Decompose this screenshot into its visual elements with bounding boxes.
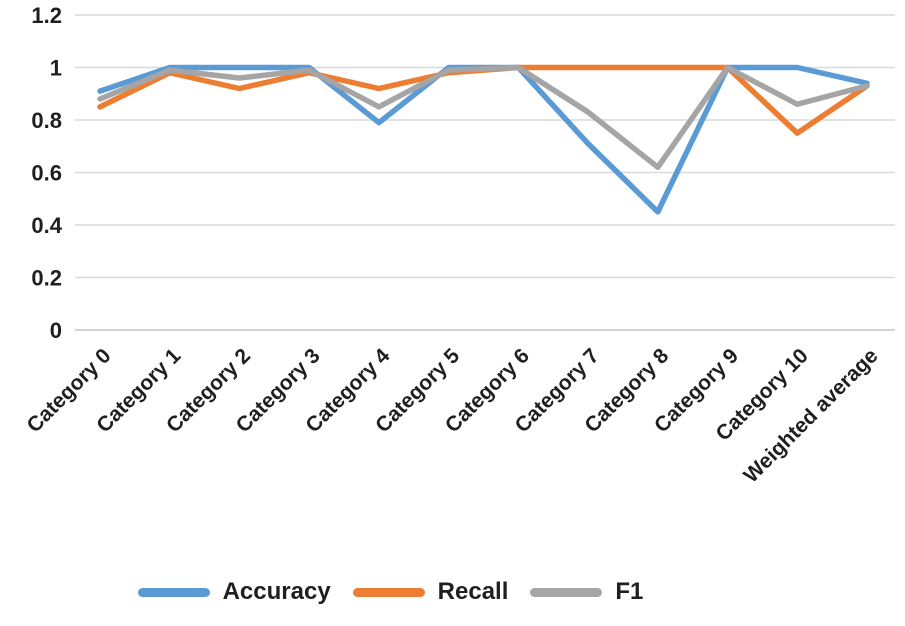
y-axis-tick-label: 0 xyxy=(50,318,62,343)
x-axis-category-label: Weighted average xyxy=(739,344,882,487)
series-line-f1 xyxy=(97,64,870,170)
legend-swatch-f1 xyxy=(530,587,603,597)
legend-swatch-accuracy xyxy=(137,587,210,597)
legend-label: Recall xyxy=(437,578,509,605)
chart-legend: Accuracy Recall F1 xyxy=(0,578,843,606)
legend-item-accuracy: Accuracy xyxy=(137,578,331,606)
y-axis-tick-label: 0.4 xyxy=(31,213,62,238)
y-axis-tick-label: 0.8 xyxy=(31,108,62,133)
y-axis-tick-label: 1.2 xyxy=(31,3,62,28)
y-axis-tick-label: 1 xyxy=(50,56,62,81)
legend-item-f1: F1 xyxy=(530,578,643,606)
legend-label: Accuracy xyxy=(222,578,331,605)
legend-label: F1 xyxy=(615,578,644,605)
y-axis-tick-label: 0.2 xyxy=(31,266,62,291)
legend-item-recall: Recall xyxy=(352,578,509,606)
legend-swatch-recall xyxy=(352,587,425,597)
y-axis-tick-label: 0.6 xyxy=(31,161,62,186)
